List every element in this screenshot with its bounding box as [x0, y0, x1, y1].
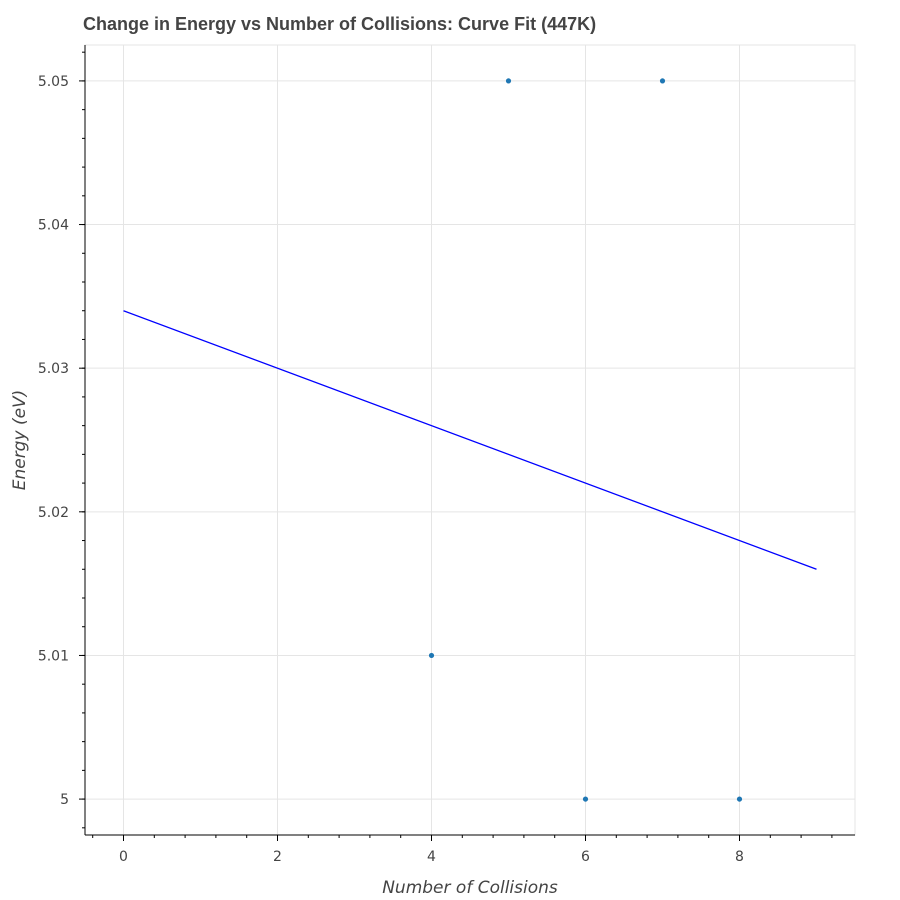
data-point — [736, 796, 743, 802]
fit-line — [123, 310, 817, 570]
x-tick-label: 6 — [581, 849, 590, 865]
y-tick-label: 5.01 — [38, 648, 69, 664]
x-axis-label: Number of Collisions — [382, 878, 558, 898]
chart-title: Change in Energy vs Number of Collisions… — [83, 14, 597, 34]
y-tick-label: 5.03 — [38, 361, 69, 377]
data-point — [428, 652, 435, 659]
y-tick-label: 5 — [60, 792, 69, 808]
data-point — [659, 78, 666, 84]
data-point — [505, 78, 512, 84]
x-tick-label: 8 — [735, 849, 744, 865]
y-tick-label: 5.05 — [38, 74, 69, 90]
y-axis-label: Energy (eV) — [10, 390, 30, 491]
data-point — [582, 796, 589, 802]
x-tick-label: 2 — [273, 849, 282, 865]
y-tick-label: 5.02 — [38, 505, 69, 521]
x-tick-label: 0 — [119, 849, 128, 865]
y-tick-label: 5.04 — [38, 218, 69, 234]
x-tick-label: 4 — [427, 849, 436, 865]
